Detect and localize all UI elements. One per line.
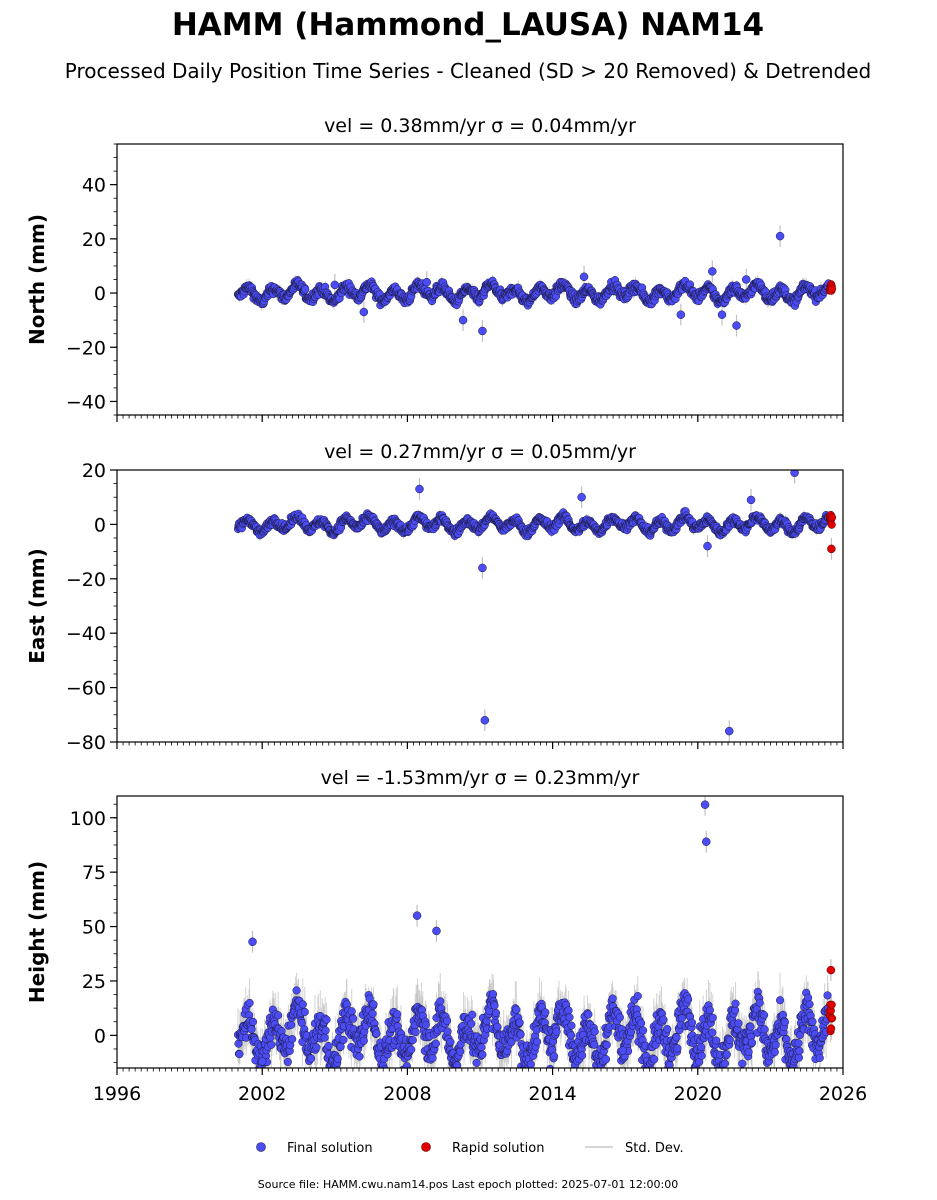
final-point: [301, 285, 310, 294]
outlier-point: [330, 280, 340, 290]
chart-title: HAMM (Hammond_LAUSA) NAM14: [172, 7, 764, 43]
y-tick-label: −20: [66, 337, 106, 359]
outlier-point: [422, 277, 432, 287]
plot-frame: [116, 143, 844, 416]
outlier-point: [676, 310, 686, 319]
data-points: [233, 231, 837, 336]
plot-area: [233, 470, 837, 742]
plot-area: [233, 225, 837, 342]
outlier-point: [708, 267, 717, 276]
x-minor-ticks: [116, 415, 844, 419]
outlier-point: [458, 315, 468, 325]
outlier-point: [741, 275, 751, 284]
outlier-point: [717, 310, 727, 319]
rapid-point: [827, 284, 837, 293]
panels: −40 −20 0 20 40 vel = 0.38mm/yr σ = 0.04mm/yr…: [25, 115, 867, 1105]
data-points: [233, 470, 837, 736]
panel-title: vel = 0.38mm/yr σ = 0.04mm/yr: [324, 115, 636, 137]
outlier-point: [732, 321, 741, 330]
y-tick-label: 0: [94, 283, 106, 305]
outlier-point: [775, 231, 785, 241]
outlier-point: [478, 326, 487, 336]
y-tick-label: 40: [82, 175, 106, 197]
outlier-point: [359, 307, 369, 317]
y-tick-label: −40: [66, 391, 106, 413]
outlier-point: [579, 272, 589, 282]
chart-subtitle: Processed Daily Position Time Series - C…: [65, 59, 871, 83]
std-dev-lines: [237, 470, 833, 742]
y-axis-label: North (mm): [25, 214, 49, 345]
panel-1: −40 −20 0 20 40 vel = 0.38mm/yr σ = 0.04mm/yr…: [25, 115, 844, 422]
y-tick-label: 20: [82, 229, 106, 251]
